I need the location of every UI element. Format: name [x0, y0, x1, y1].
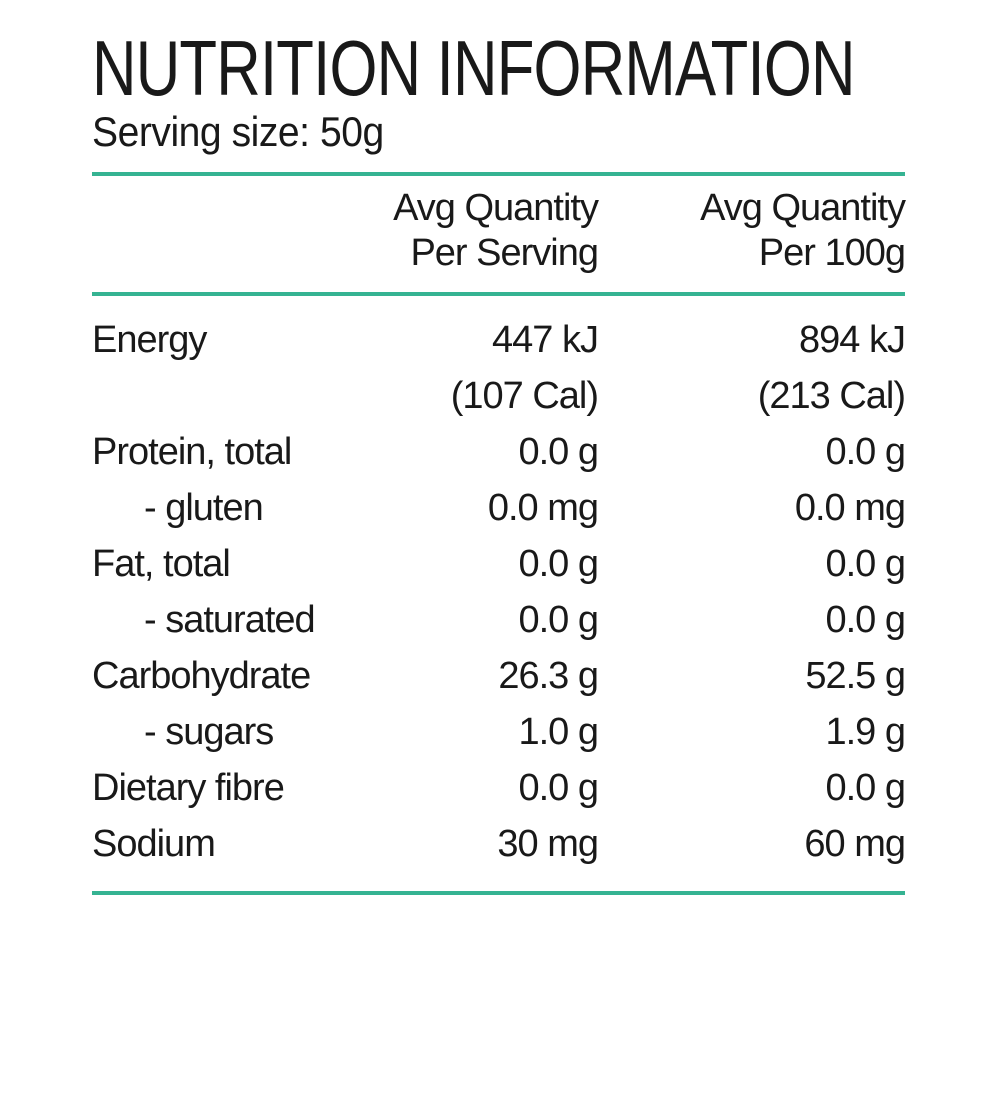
- value-per-100g: 60 mg: [804, 823, 906, 865]
- divider-bottom: [92, 891, 905, 895]
- table-row-energy: Energy 447 kJ 894 kJ: [92, 312, 906, 368]
- table-row-sugars: - sugars 1.0 g 1.9 g: [92, 704, 906, 760]
- row-label: Sodium: [92, 823, 216, 865]
- row-label: - sugars: [144, 711, 274, 753]
- table-row-saturated: - saturated 0.0 g 0.0 g: [92, 592, 906, 648]
- value-per-serving: 0.0 mg: [487, 487, 599, 529]
- row-label: - gluten: [144, 487, 264, 529]
- value-per-serving: 0.0 g: [518, 599, 599, 641]
- col-header-per-100g: Avg Quantity Per 100g: [598, 186, 906, 276]
- row-label: Dietary fibre: [92, 767, 285, 809]
- value-per-serving: 0.0 g: [518, 767, 599, 809]
- value-per-serving: 30 mg: [497, 823, 599, 865]
- value-per-serving: 0.0 g: [518, 431, 599, 473]
- row-label: Energy: [92, 319, 207, 361]
- page-title: NUTRITION INFORMATION: [92, 24, 856, 112]
- table-row-energy-cal: (107 Cal) (213 Cal): [92, 368, 906, 424]
- row-label: Carbohydrate: [92, 655, 311, 697]
- table-header: Avg Quantity Per Serving Avg Quantity Pe…: [92, 176, 906, 284]
- value-per-100g: 1.9 g: [825, 711, 906, 753]
- table-row-fat: Fat, total 0.0 g 0.0 g: [92, 536, 906, 592]
- value-per-serving: 447 kJ: [492, 319, 599, 361]
- row-label: Protein, total: [92, 431, 292, 473]
- value-per-serving: 26.3 g: [498, 655, 599, 697]
- value-per-100g: 0.0 g: [825, 431, 906, 473]
- value-per-serving: 1.0 g: [518, 711, 599, 753]
- value-per-100g: 0.0 g: [825, 767, 906, 809]
- table-row-protein: Protein, total 0.0 g 0.0 g: [92, 424, 906, 480]
- col-header-per-serving-line2: Per Serving: [410, 232, 599, 274]
- row-label: - saturated: [144, 599, 316, 641]
- value-per-100g: 0.0 g: [825, 543, 906, 585]
- table-row-gluten: - gluten 0.0 mg 0.0 mg: [92, 480, 906, 536]
- value-per-100g: 894 kJ: [799, 319, 906, 361]
- value-per-serving: 0.0 g: [518, 543, 599, 585]
- value-per-100g: 0.0 mg: [794, 487, 906, 529]
- row-label: Fat, total: [92, 543, 231, 585]
- value-per-100g: 0.0 g: [825, 599, 906, 641]
- divider-header: [92, 292, 905, 296]
- serving-size: Serving size: 50g: [92, 108, 384, 155]
- nutrition-panel: NUTRITION INFORMATION Serving size: 50g …: [92, 24, 906, 895]
- table-row-dietary-fibre: Dietary fibre 0.0 g 0.0 g: [92, 760, 906, 816]
- col-header-per-serving: Avg Quantity Per Serving: [358, 186, 599, 276]
- col-header-per-100g-line2: Per 100g: [758, 232, 906, 274]
- table-row-carbohydrate: Carbohydrate 26.3 g 52.5 g: [92, 648, 906, 704]
- col-header-per-serving-line1: Avg Quantity: [393, 187, 599, 229]
- value-per-100g: 52.5 g: [805, 655, 906, 697]
- divider-top: [92, 172, 905, 176]
- col-header-per-100g-line1: Avg Quantity: [700, 187, 906, 229]
- nutrient-table: Energy 447 kJ 894 kJ (107 Cal) (213 Cal)…: [92, 312, 906, 872]
- value-per-100g: (213 Cal): [757, 375, 906, 417]
- table-row-sodium: Sodium 30 mg 60 mg: [92, 816, 906, 872]
- value-per-serving: (107 Cal): [450, 375, 599, 417]
